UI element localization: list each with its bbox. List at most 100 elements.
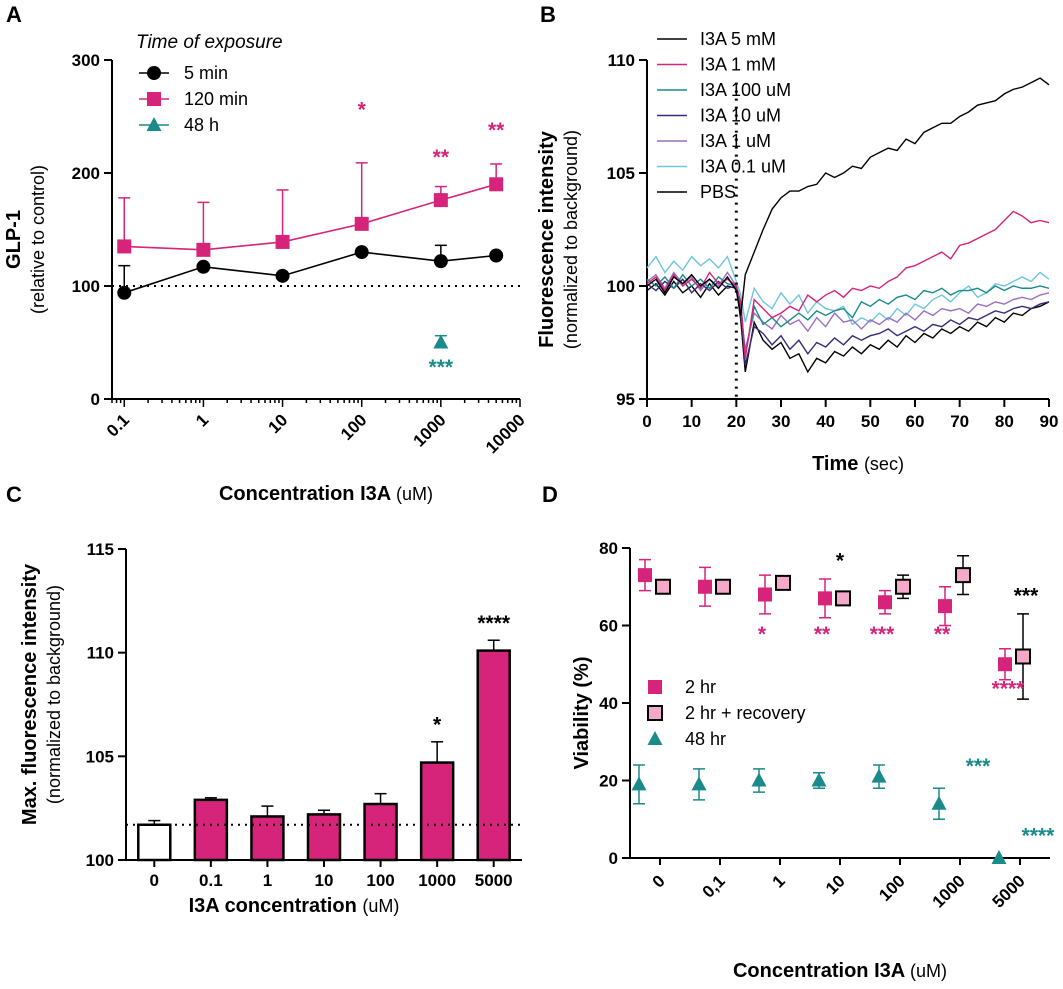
data-point <box>638 568 652 583</box>
series-line-I3A-5-mM <box>646 77 1050 316</box>
bar <box>476 649 511 862</box>
legend-title: Time of exposure <box>136 32 283 53</box>
panel-letter: A <box>6 2 22 27</box>
x-tick-label: 10000 <box>482 410 529 457</box>
y-tick-label: 40 <box>599 694 618 713</box>
legend-label: I3A 1 mM <box>700 55 776 75</box>
error-bar <box>276 189 289 242</box>
y-tick-label: 300 <box>72 51 100 70</box>
significance-label: *** <box>429 356 454 379</box>
x-axis-title-unit: (sec) <box>864 454 904 474</box>
x-tick-label: 10 <box>315 871 334 890</box>
significance-label: * <box>758 623 767 646</box>
y-tick-label: 20 <box>599 772 618 791</box>
x-tick-label: 10 <box>265 410 292 437</box>
data-point <box>818 591 832 606</box>
x-tick-label: 0,1 <box>699 871 729 901</box>
x-axis-title-main: I3A concentration <box>189 895 363 917</box>
data-point <box>715 578 731 595</box>
data-point <box>117 239 132 254</box>
series-2-hr <box>638 558 1012 681</box>
error-bar <box>355 162 368 224</box>
data-point <box>354 216 369 231</box>
error-bar <box>197 201 210 250</box>
significance-label: *** <box>870 623 895 646</box>
y-axis-title-main: Viability (%) <box>571 657 593 770</box>
legend-label: 120 min <box>184 89 248 109</box>
legend-label: PBS <box>700 182 736 202</box>
data-point <box>895 578 911 595</box>
x-axis-title: Concentration I3A (uM) <box>219 483 433 505</box>
series-line-I3A-1-mM <box>646 210 1050 359</box>
significance-label: ** <box>814 623 831 646</box>
y-tick-label: 80 <box>599 539 618 558</box>
x-tick-label: 1 <box>192 410 212 430</box>
x-tick-label: 1 <box>263 871 272 890</box>
legend-label: 5 min <box>184 63 228 83</box>
x-tick-label: 1000 <box>418 871 456 890</box>
data-point <box>275 234 290 249</box>
data-point <box>433 193 448 208</box>
legend-label: I3A 5 mM <box>700 29 776 49</box>
data-point <box>811 772 827 787</box>
significance-label: * <box>836 549 845 572</box>
significance-label: ** <box>488 119 505 142</box>
data-point <box>275 268 290 283</box>
panel-letter: B <box>540 2 556 27</box>
x-tick-label: 40 <box>816 412 835 431</box>
x-tick-label: 1000 <box>409 410 449 450</box>
error-bar <box>118 197 131 247</box>
data-point <box>354 245 369 260</box>
y-tick-label: 0 <box>609 849 618 868</box>
x-tick-label: 0 <box>150 871 159 890</box>
data-point <box>878 595 892 610</box>
x-axis-title-unit: (uM) <box>362 896 399 916</box>
x-tick-label: 5000 <box>475 871 513 890</box>
significance-label: *** <box>1014 584 1039 607</box>
data-point <box>433 334 449 349</box>
error-bar <box>261 805 274 817</box>
x-tick-label: 10 <box>822 871 849 898</box>
x-tick-label: 0 <box>649 871 669 891</box>
data-point <box>931 795 947 810</box>
data-point <box>196 259 211 274</box>
legend-label: 48 h <box>184 115 219 135</box>
legend-marker <box>147 66 161 80</box>
data-point <box>489 177 504 192</box>
y-tick-label: 110 <box>87 644 114 663</box>
bar <box>363 802 398 862</box>
y-axis-title: Viability (%) <box>571 657 593 770</box>
data-point <box>775 574 791 591</box>
x-axis-title: Concentration I3A (uM) <box>733 960 947 982</box>
x-tick-label: 5000 <box>989 871 1029 911</box>
error-bar <box>431 741 444 763</box>
series-2-hr-recovery <box>655 555 1031 700</box>
x-tick-label: 80 <box>995 412 1014 431</box>
x-tick-label: 100 <box>366 871 394 890</box>
x-tick-label: 1 <box>769 871 789 891</box>
data-point <box>631 776 647 791</box>
legend-label: 48 hr <box>685 729 726 749</box>
series-line <box>124 183 497 251</box>
series-line <box>124 251 497 294</box>
panel-letter: C <box>6 482 22 507</box>
y-axis-title-main: Max. fluorescence intensity <box>19 563 41 825</box>
data-point <box>758 587 772 602</box>
x-tick-label: 30 <box>772 412 791 431</box>
y-tick-label: 100 <box>86 851 114 870</box>
bar <box>306 813 342 862</box>
legend-label: 2 hr + recovery <box>685 703 806 723</box>
x-axis-title-unit: (uM) <box>396 484 433 504</box>
series-48-h <box>433 334 449 349</box>
x-axis-title: Time (sec) <box>812 453 904 475</box>
series-48-hr <box>631 764 1007 864</box>
x-tick-label: 100 <box>875 871 908 904</box>
data-point <box>433 254 448 269</box>
significance-label: **** <box>1022 825 1056 848</box>
y-tick-label: 95 <box>616 390 635 409</box>
series-5-min <box>117 244 504 300</box>
legend-marker <box>648 680 662 694</box>
data-point <box>835 590 851 607</box>
x-tick-label: 10 <box>682 412 701 431</box>
